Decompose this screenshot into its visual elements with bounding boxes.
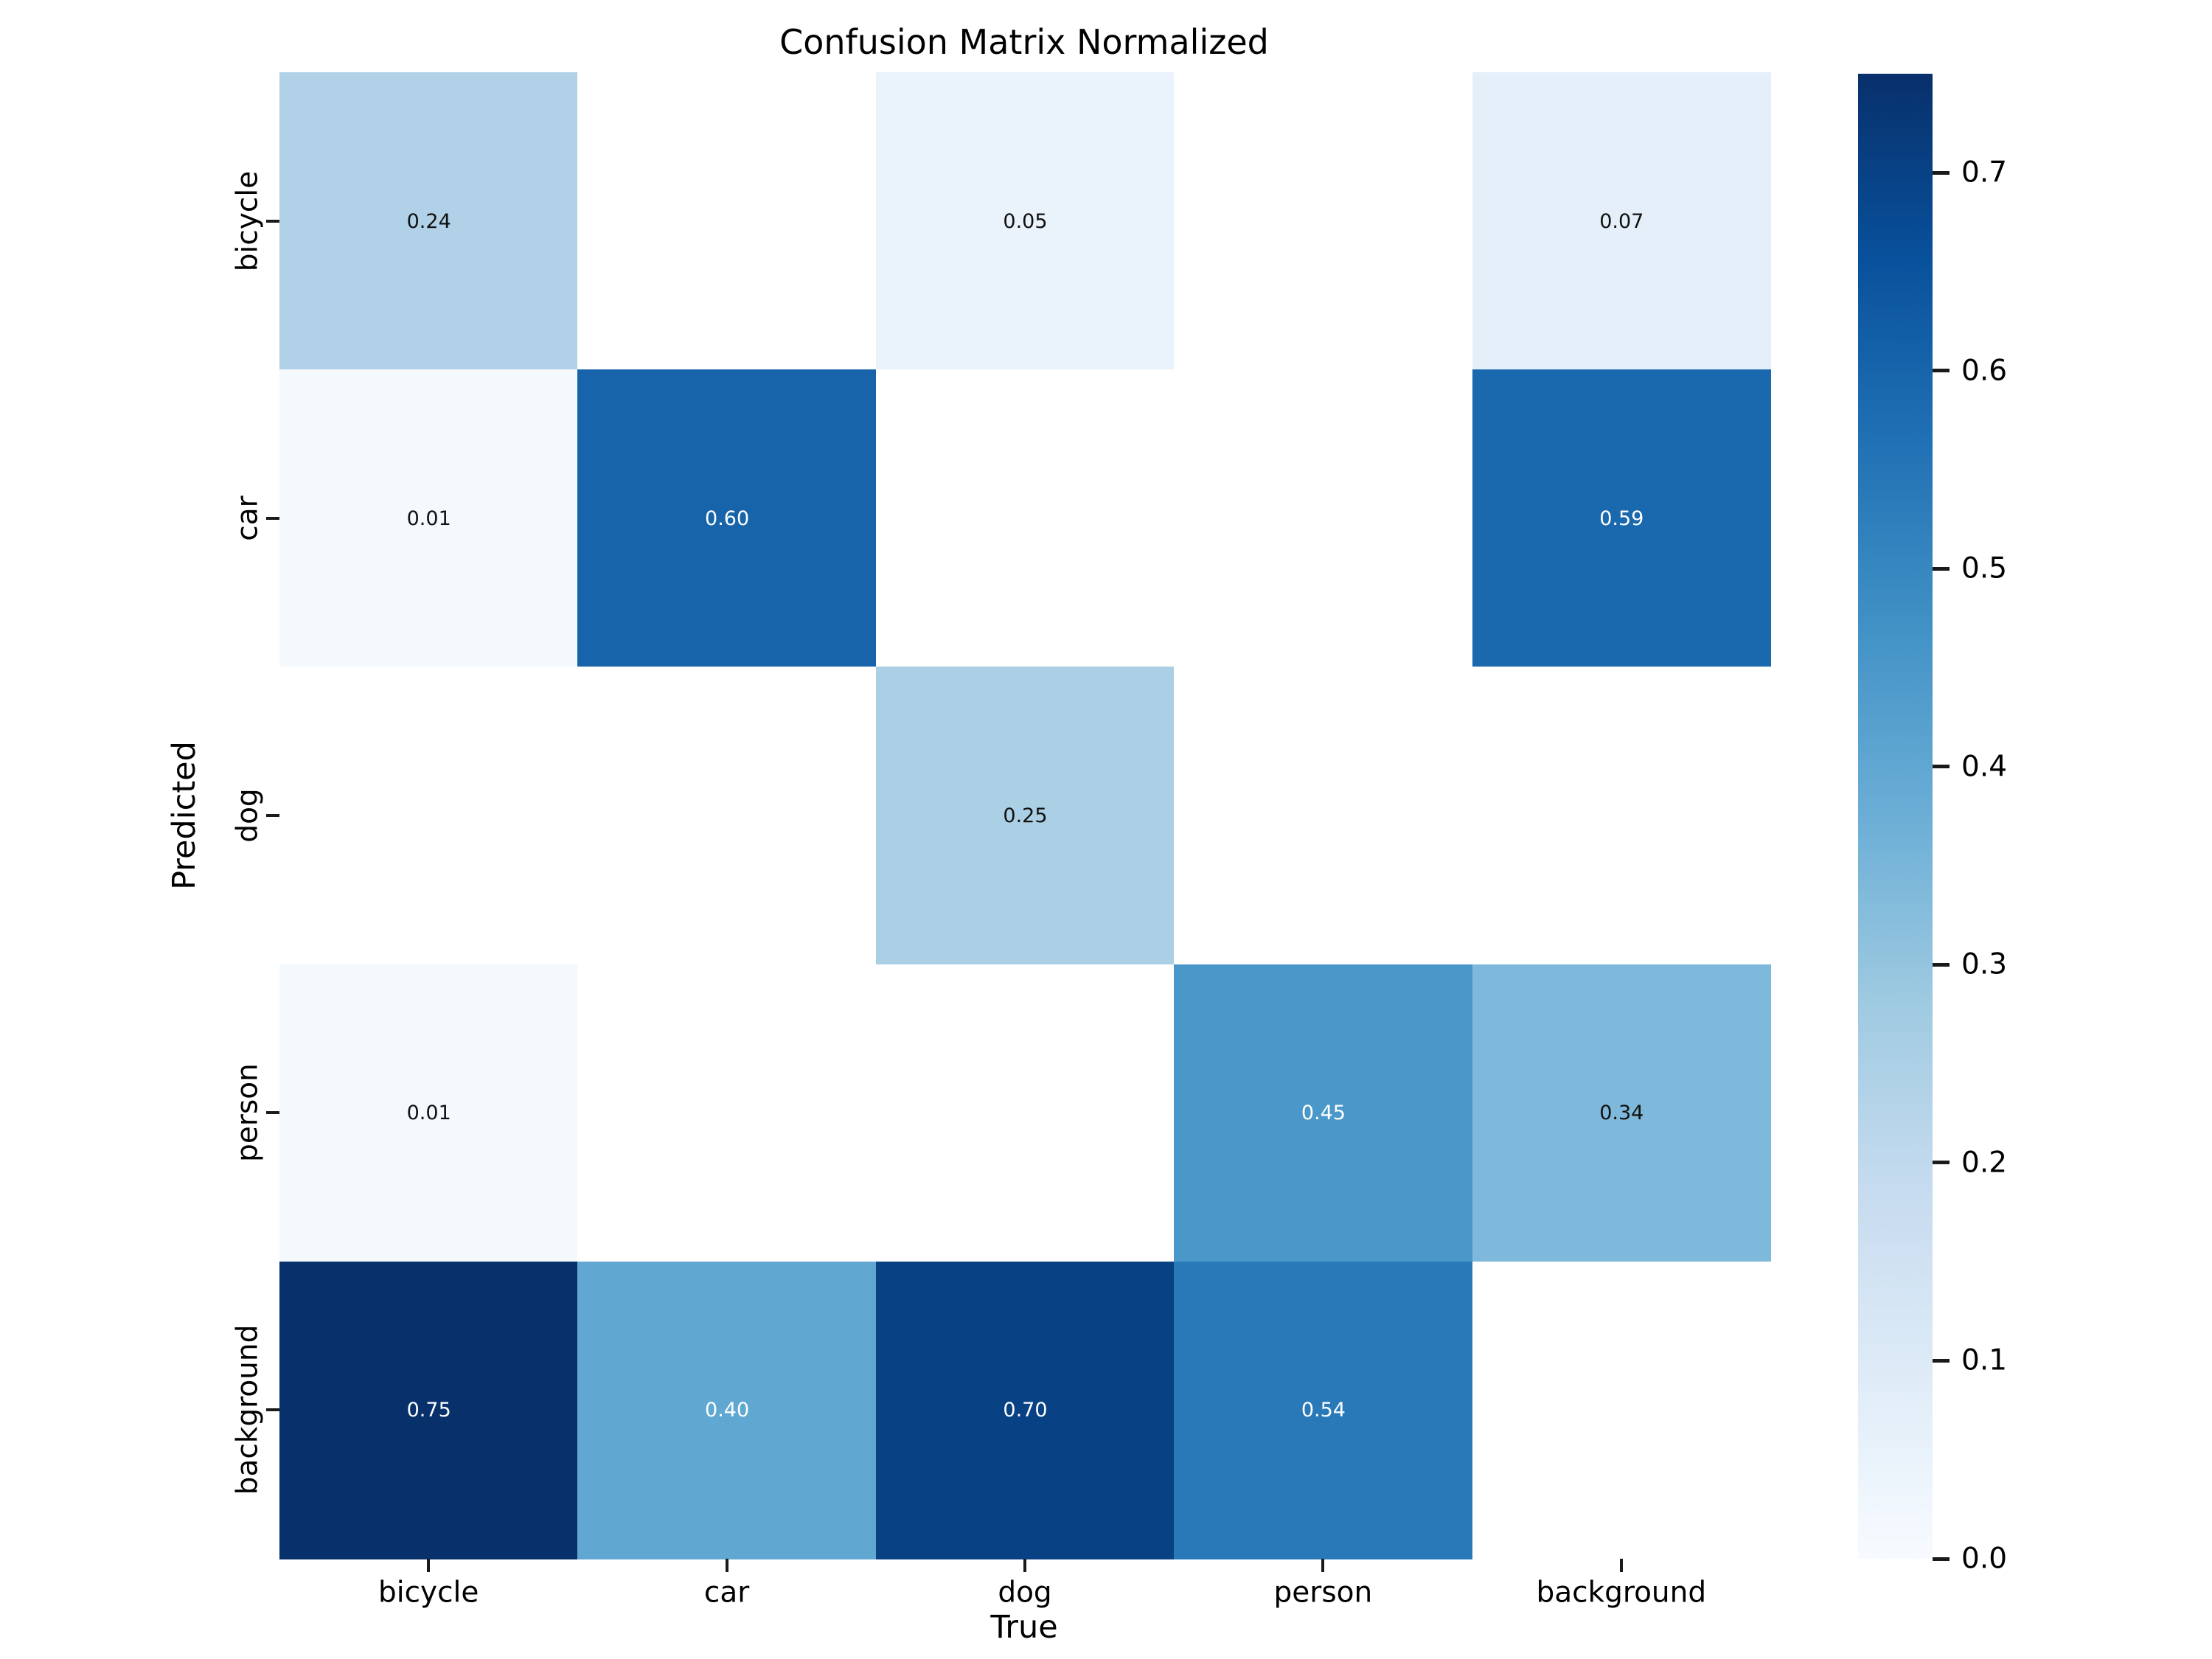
x-tick-label: dog (998, 1576, 1052, 1610)
cell-value: 0.40 (705, 1399, 750, 1422)
colorbar-tick-label: 0.4 (1961, 750, 2008, 784)
colorbar-tick-label: 0.1 (1961, 1343, 2008, 1377)
x-tick-label: car (703, 1576, 750, 1610)
heatmap-cell: 0.07 (1472, 72, 1771, 371)
y-tick-mark (266, 516, 279, 520)
y-tick-label: car (231, 495, 265, 541)
heatmap-cell (1174, 369, 1473, 668)
colorbar-tick-mark (1933, 1557, 1950, 1561)
heatmap-cell (577, 964, 877, 1262)
y-tick-mark (266, 1111, 279, 1115)
heatmap-cell: 0.25 (875, 667, 1175, 965)
cell-value: 0.75 (406, 1399, 451, 1422)
colorbar-tick-label: 0.2 (1961, 1146, 2008, 1180)
heatmap-cell: 0.59 (1472, 369, 1771, 668)
heatmap-cell (577, 72, 877, 371)
cell-value: 0.07 (1599, 209, 1644, 233)
heatmap-grid: 0.24 0.05 0.07 0.01 0.60 0.59 0.25 0.01 0.45 0.34… (279, 72, 1771, 1559)
cell-value: 0.34 (1599, 1102, 1644, 1125)
y-tick-mark (266, 1408, 279, 1412)
y-tick-label: background (231, 1325, 265, 1495)
colorbar-tick-mark (1933, 765, 1950, 769)
x-tick-mark (725, 1559, 728, 1572)
x-tick-label: person (1273, 1576, 1373, 1610)
heatmap-cell: 0.24 (279, 72, 579, 371)
y-tick-label: dog (231, 788, 265, 843)
colorbar-tick-label: 0.7 (1961, 156, 2008, 189)
x-tick-mark (1321, 1559, 1325, 1572)
heatmap-cell (1174, 72, 1473, 371)
colorbar-tick-mark (1933, 1358, 1950, 1363)
heatmap-cell: 0.34 (1472, 964, 1771, 1262)
heatmap-cell (577, 667, 877, 965)
colorbar-tick-mark (1933, 962, 1950, 967)
colorbar-tick-mark (1933, 566, 1950, 571)
cell-value: 0.24 (406, 209, 451, 233)
cell-value: 0.01 (406, 1102, 451, 1125)
colorbar-tick-mark (1933, 170, 1950, 175)
cell-value: 0.70 (1003, 1399, 1048, 1422)
heatmap-cell: 0.75 (279, 1261, 579, 1559)
heatmap-cell: 0.40 (577, 1261, 877, 1559)
heatmap-cell (279, 667, 579, 965)
chart-title: Confusion Matrix Normalized (779, 22, 1269, 62)
x-tick-label: bicycle (378, 1576, 479, 1610)
cell-value: 0.60 (705, 507, 750, 530)
colorbar-tick-label: 0.3 (1961, 947, 2008, 981)
y-tick-mark (266, 219, 279, 223)
colorbar-tick-mark (1933, 369, 1950, 373)
x-tick-mark (1023, 1559, 1026, 1572)
heatmap-cell: 0.01 (279, 964, 579, 1262)
cell-value: 0.54 (1301, 1399, 1346, 1422)
cell-value: 0.59 (1599, 507, 1644, 530)
x-axis-label: True (990, 1609, 1058, 1646)
cell-value: 0.01 (406, 507, 451, 530)
y-tick-label: person (231, 1063, 265, 1163)
colorbar-gradient (1858, 74, 1933, 1559)
colorbar-tick-label: 0.5 (1961, 552, 2008, 585)
heatmap-cell: 0.05 (875, 72, 1175, 371)
cell-value: 0.25 (1003, 804, 1048, 827)
heatmap-cell (875, 964, 1175, 1262)
heatmap-cell: 0.01 (279, 369, 579, 668)
heatmap-cell (875, 369, 1175, 668)
colorbar-tick-label: 0.0 (1961, 1542, 2008, 1576)
x-tick-mark (427, 1559, 431, 1572)
heatmap-cell (1174, 667, 1473, 965)
heatmap-cell (1472, 1261, 1771, 1559)
heatmap-cell (1472, 667, 1771, 965)
y-tick-label: bicycle (231, 170, 265, 271)
heatmap-cell: 0.70 (875, 1261, 1175, 1559)
x-tick-mark (1619, 1559, 1623, 1572)
cell-value: 0.05 (1003, 209, 1048, 233)
x-tick-label: background (1536, 1576, 1707, 1610)
y-axis-label: Predicted (166, 741, 203, 890)
heatmap-cell: 0.45 (1174, 964, 1473, 1262)
heatmap-cell: 0.60 (577, 369, 877, 668)
colorbar-tick-mark (1933, 1161, 1950, 1165)
cell-value: 0.45 (1301, 1102, 1346, 1125)
colorbar-tick-label: 0.6 (1961, 354, 2008, 388)
heatmap-cell: 0.54 (1174, 1261, 1473, 1559)
y-tick-mark (266, 814, 279, 817)
